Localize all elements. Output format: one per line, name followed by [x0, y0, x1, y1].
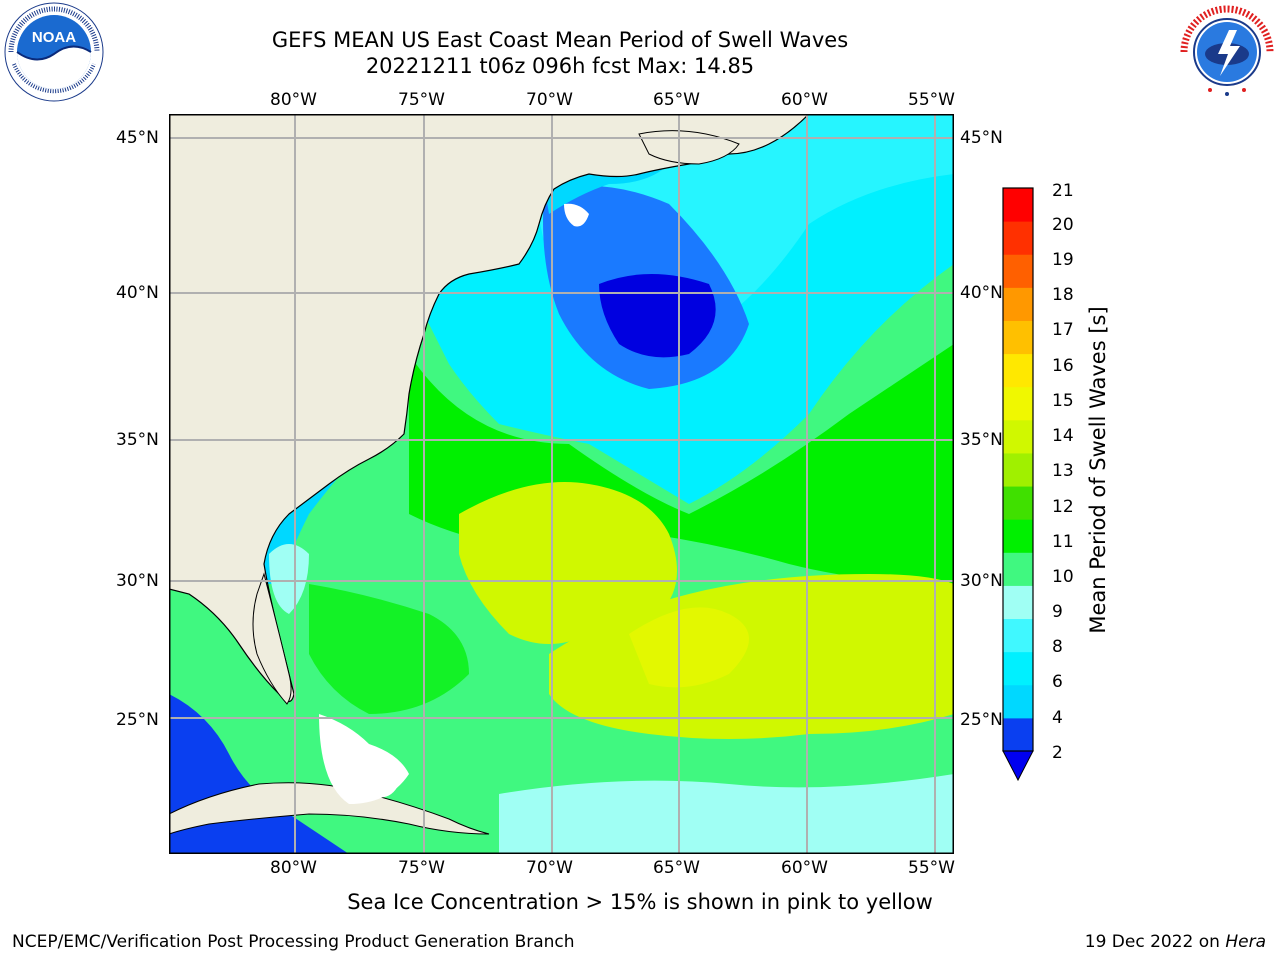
- graticule: [169, 114, 954, 854]
- colorbar-segment: [1003, 519, 1033, 553]
- cbar-label-15: 15: [1052, 391, 1074, 411]
- lat-tick-left-45n: 45°N: [116, 128, 159, 148]
- lat-tick-right-45n: 45°N: [960, 128, 1003, 148]
- lat-tick-left-25n: 25°N: [116, 710, 159, 730]
- chart-title: GEFS MEAN US East Coast Mean Period of S…: [271, 28, 849, 52]
- cbar-label-20: 20: [1052, 215, 1074, 235]
- lat-tick-left-40n: 40°N: [116, 283, 159, 303]
- colorbar-segment: [1003, 287, 1033, 321]
- lat-tick-right-35n: 35°N: [960, 430, 1003, 450]
- lon-tick-bottom-75w: 75°W: [398, 858, 445, 878]
- lon-tick-bottom-55w: 55°W: [908, 858, 955, 878]
- lon-tick-top-60w: 60°W: [781, 90, 828, 110]
- cbar-label-21: 21: [1052, 181, 1074, 201]
- colorbar-segment: [1003, 320, 1033, 355]
- lon-tick-bottom-70w: 70°W: [526, 858, 573, 878]
- cbar-label-17: 17: [1052, 320, 1074, 340]
- colorbar-segment: [1003, 717, 1033, 752]
- lon-tick-top-55w: 55°W: [908, 90, 955, 110]
- sea-ice-caption: Sea Ice Concentration > 15% is shown in …: [347, 890, 933, 914]
- colorbar-segment: [1003, 419, 1033, 454]
- cbar-label-8: 8: [1052, 637, 1063, 657]
- cbar-label-18: 18: [1052, 285, 1074, 305]
- cbar-label-13: 13: [1052, 461, 1074, 481]
- noaa-logo-icon: NOAA: [4, 2, 104, 102]
- colorbar-segment: [1003, 552, 1033, 586]
- colorbar-segment: [1003, 585, 1033, 620]
- lat-tick-left-35n: 35°N: [116, 430, 159, 450]
- lon-tick-top-65w: 65°W: [653, 90, 700, 110]
- colorbar: [1002, 187, 1034, 782]
- nova-scotia-land: [638, 130, 740, 165]
- cbar-label-6: 6: [1052, 672, 1063, 692]
- cbar-label-19: 19: [1052, 250, 1074, 270]
- lon-tick-top-70w: 70°W: [526, 90, 573, 110]
- colorbar-segment: [1003, 386, 1033, 421]
- lat-tick-left-30n: 30°N: [116, 571, 159, 591]
- colorbar-segment: [1003, 651, 1033, 686]
- nws-logo-icon: [1179, 4, 1275, 100]
- cbar-label-14: 14: [1052, 426, 1074, 446]
- swell-period-map: [169, 114, 954, 854]
- lon-tick-bottom-80w: 80°W: [270, 858, 317, 878]
- cbar-label-10: 10: [1052, 567, 1074, 587]
- lon-tick-top-80w: 80°W: [270, 90, 317, 110]
- noaa-logo-text: NOAA: [32, 29, 76, 46]
- footer-date: 19 Dec 2022 on Hera: [1085, 932, 1266, 952]
- colorbar-segments: [1003, 188, 1033, 752]
- colorbar-segment: [1003, 221, 1033, 255]
- lon-tick-bottom-65w: 65°W: [653, 858, 700, 878]
- colorbar-segment: [1003, 618, 1033, 653]
- colorbar-segment: [1003, 353, 1033, 388]
- footer-date-text: 19 Dec 2022 on: [1084, 932, 1220, 952]
- colorbar-segment: [1003, 684, 1033, 719]
- colorbar-extend-arrow: [1002, 750, 1034, 782]
- footer-credit: NCEP/EMC/Verification Post Processing Pr…: [12, 932, 575, 952]
- cbar-label-9: 9: [1052, 602, 1063, 622]
- cbar-label-12: 12: [1052, 497, 1074, 517]
- colorbar-title: Mean Period of Swell Waves [s]: [1086, 306, 1110, 634]
- lon-tick-top-75w: 75°W: [398, 90, 445, 110]
- cuba-land: [169, 782, 490, 835]
- cbar-label-2: 2: [1052, 743, 1063, 763]
- colorbar-frame: [1002, 187, 1034, 752]
- lat-tick-right-40n: 40°N: [960, 283, 1003, 303]
- map-frame: [169, 114, 954, 854]
- colorbar-segment: [1003, 452, 1033, 487]
- cbar-label-11: 11: [1052, 532, 1074, 552]
- lat-tick-right-30n: 30°N: [960, 571, 1003, 591]
- lon-tick-bottom-60w: 60°W: [781, 858, 828, 878]
- footer-host: Hera: [1225, 932, 1266, 952]
- chart-subtitle: 20221211 t06z 096h fcst Max: 14.85: [365, 54, 755, 78]
- cbar-label-16: 16: [1052, 356, 1074, 376]
- colorbar-segment: [1003, 486, 1033, 520]
- lat-tick-right-25n: 25°N: [960, 710, 1003, 730]
- florida-land: [252, 572, 292, 705]
- cbar-label-4: 4: [1052, 708, 1063, 728]
- colorbar-segment: [1003, 254, 1033, 288]
- colorbar-segment: [1003, 188, 1033, 222]
